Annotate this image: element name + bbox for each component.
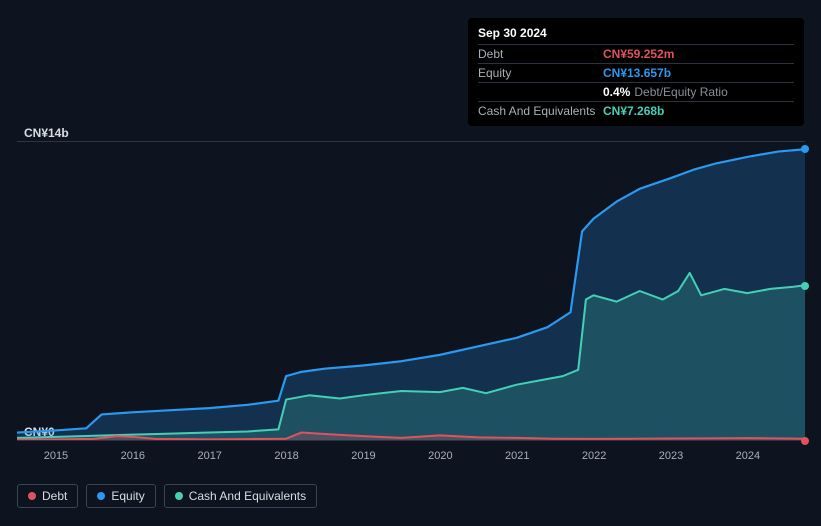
tooltip-row: 0.4% Debt/Equity Ratio — [478, 82, 794, 101]
legend-swatch-icon — [97, 492, 105, 500]
tooltip-row-label: Debt — [478, 47, 603, 61]
x-axis-tick: 2021 — [517, 450, 518, 462]
tooltip-ratio-label: Debt/Equity Ratio — [634, 85, 727, 99]
tooltip-row-label — [478, 85, 603, 99]
chart-tooltip: Sep 30 2024 DebtCN¥59.252mEquityCN¥13.65… — [468, 18, 804, 126]
legend-swatch-icon — [175, 492, 183, 500]
tooltip-date: Sep 30 2024 — [478, 24, 794, 44]
equity-endpoint-marker — [801, 145, 809, 153]
chart-plot — [17, 141, 805, 441]
legend-item-equity[interactable]: Equity — [86, 484, 155, 508]
cash-endpoint-marker — [801, 282, 809, 290]
tooltip-row-label: Equity — [478, 66, 603, 80]
x-axis-tick: 2020 — [440, 450, 441, 462]
x-axis-tick: 2022 — [594, 450, 595, 462]
x-axis-tick: 2015 — [55, 450, 56, 462]
tooltip-row: Cash And EquivalentsCN¥7.268b — [478, 101, 794, 120]
tooltip-row-label: Cash And Equivalents — [478, 104, 603, 118]
tooltip-row-value: CN¥7.268b — [603, 104, 664, 118]
x-axis-tick: 2023 — [670, 450, 671, 462]
tooltip-row-value: CN¥13.657b — [603, 66, 671, 80]
legend-swatch-icon — [28, 492, 36, 500]
tooltip-row-value: CN¥59.252m — [603, 47, 674, 61]
x-axis-tick: 2016 — [132, 450, 133, 462]
legend-item-cash[interactable]: Cash And Equivalents — [164, 484, 317, 508]
tooltip-row: DebtCN¥59.252m — [478, 44, 794, 63]
x-axis-tick: 2017 — [209, 450, 210, 462]
y-axis-label: CN¥14b — [24, 126, 69, 140]
x-axis-tick: 2024 — [747, 450, 748, 462]
debt-endpoint-marker — [801, 437, 809, 445]
x-axis-tick: 2019 — [363, 450, 364, 462]
tooltip-row: EquityCN¥13.657b — [478, 63, 794, 82]
legend-item-debt[interactable]: Debt — [17, 484, 78, 508]
legend-item-label: Debt — [42, 489, 67, 503]
legend-item-label: Equity — [111, 489, 144, 503]
legend: Debt Equity Cash And Equivalents — [17, 484, 317, 508]
x-axis-tick: 2018 — [286, 450, 287, 462]
legend-item-label: Cash And Equivalents — [189, 489, 306, 503]
tooltip-ratio-pct: 0.4% — [603, 85, 630, 99]
